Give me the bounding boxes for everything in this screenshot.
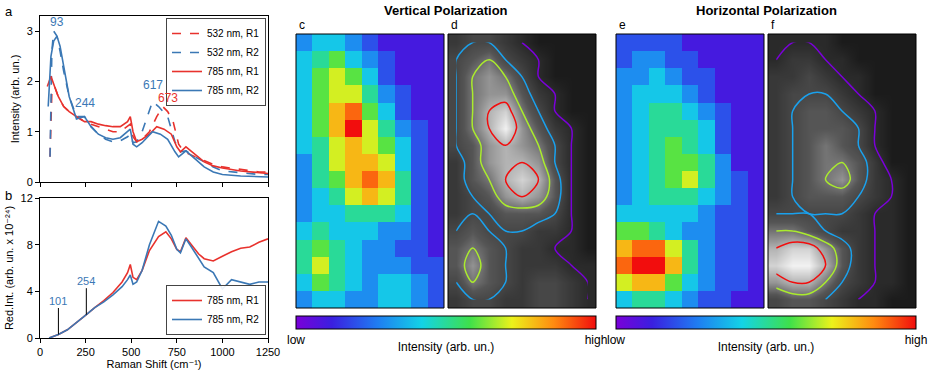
svg-text:254: 254 bbox=[77, 275, 95, 287]
svg-text:785 nm, R1: 785 nm, R1 bbox=[207, 295, 259, 306]
svg-text:Intensity (arb. un.): Intensity (arb. un.) bbox=[9, 55, 21, 144]
svg-text:Intensity (arb. un.): Intensity (arb. un.) bbox=[718, 340, 815, 354]
svg-text:d: d bbox=[451, 18, 458, 32]
svg-text:532 nm, R2: 532 nm, R2 bbox=[207, 47, 259, 58]
svg-text:93: 93 bbox=[50, 15, 64, 29]
svg-text:8: 8 bbox=[27, 239, 33, 251]
svg-text:high: high bbox=[585, 333, 608, 347]
svg-text:12: 12 bbox=[21, 192, 33, 204]
svg-text:0: 0 bbox=[27, 176, 33, 188]
svg-text:low: low bbox=[287, 333, 305, 347]
svg-text:785 nm, R1: 785 nm, R1 bbox=[207, 66, 259, 77]
svg-text:785 nm, R2: 785 nm, R2 bbox=[207, 314, 259, 325]
svg-text:Vertical Polarization: Vertical Polarization bbox=[384, 3, 508, 18]
svg-text:f: f bbox=[771, 18, 775, 32]
svg-text:1250: 1250 bbox=[256, 346, 280, 358]
svg-text:low: low bbox=[607, 333, 625, 347]
svg-text:1: 1 bbox=[27, 126, 33, 138]
svg-text:Raman Shift (cm⁻¹): Raman Shift (cm⁻¹) bbox=[106, 358, 201, 370]
svg-text:244: 244 bbox=[75, 96, 95, 110]
svg-text:2: 2 bbox=[27, 75, 33, 87]
svg-text:b: b bbox=[5, 188, 12, 203]
svg-text:500: 500 bbox=[122, 346, 140, 358]
svg-text:250: 250 bbox=[76, 346, 94, 358]
svg-text:532 nm, R1: 532 nm, R1 bbox=[207, 28, 259, 39]
svg-text:785 nm, R2: 785 nm, R2 bbox=[207, 85, 259, 96]
svg-text:101: 101 bbox=[49, 295, 67, 307]
svg-text:0: 0 bbox=[27, 332, 33, 344]
svg-text:e: e bbox=[619, 18, 626, 32]
svg-text:c: c bbox=[299, 18, 305, 32]
svg-text:1000: 1000 bbox=[210, 346, 234, 358]
svg-text:Red.Int. (arb. un. x 10⁻²⁴): Red.Int. (arb. un. x 10⁻²⁴) bbox=[3, 206, 15, 330]
svg-text:3: 3 bbox=[27, 25, 33, 37]
svg-text:a: a bbox=[5, 4, 13, 19]
svg-text:Horizontal Polarization: Horizontal Polarization bbox=[696, 3, 837, 18]
svg-text:4: 4 bbox=[27, 285, 33, 297]
svg-text:750: 750 bbox=[168, 346, 186, 358]
svg-text:673: 673 bbox=[158, 91, 178, 105]
svg-text:high: high bbox=[905, 333, 928, 347]
svg-text:Intensity (arb. un.): Intensity (arb. un.) bbox=[398, 340, 495, 354]
svg-text:0: 0 bbox=[37, 346, 43, 358]
svg-text:617: 617 bbox=[143, 78, 163, 92]
